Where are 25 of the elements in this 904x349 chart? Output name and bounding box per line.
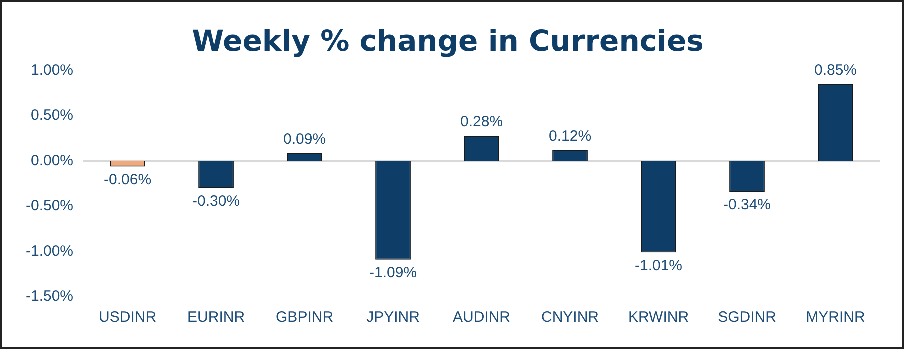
data-label: -0.30% bbox=[192, 193, 240, 210]
x-tick-label: SGDINR bbox=[718, 309, 777, 326]
x-tick-label: EURINR bbox=[188, 309, 246, 326]
x-tick-label: CNYINR bbox=[542, 309, 600, 326]
data-label: -0.34% bbox=[723, 196, 772, 214]
x-tick-label: GBPINR bbox=[276, 309, 334, 326]
data-label: 0.85% bbox=[814, 62, 858, 80]
y-tick-label: -1.00% bbox=[26, 242, 74, 260]
y-tick-label: 0.00% bbox=[30, 152, 74, 170]
x-tick-label: JPYINR bbox=[366, 309, 420, 326]
x-tick-label: AUDINR bbox=[453, 309, 511, 326]
y-tick-label: 1.00% bbox=[30, 62, 74, 79]
data-label: 0.12% bbox=[548, 128, 592, 146]
y-tick-label: -0.50% bbox=[26, 198, 74, 215]
data-label: -1.09% bbox=[370, 264, 418, 282]
data-label: 0.09% bbox=[283, 130, 326, 148]
data-label: -1.01% bbox=[634, 257, 683, 274]
data-label: -0.06% bbox=[104, 171, 152, 188]
x-tick-label: MYRINR bbox=[806, 309, 866, 326]
x-tick-label: KRWINR bbox=[628, 309, 690, 326]
y-tick-label: -1.50% bbox=[26, 288, 74, 306]
x-tick-label: USDINR bbox=[99, 309, 157, 326]
chart-title: Weekly % change in Currencies bbox=[192, 24, 704, 58]
data-label: 0.28% bbox=[460, 114, 504, 131]
y-tick-label: 0.50% bbox=[30, 107, 74, 124]
